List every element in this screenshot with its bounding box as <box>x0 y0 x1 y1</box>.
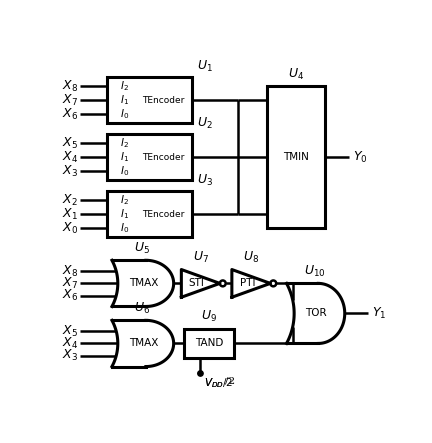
Text: $U_4$: $U_4$ <box>288 66 304 82</box>
Text: $X_3$: $X_3$ <box>62 348 78 363</box>
Text: TOR: TOR <box>305 308 327 319</box>
Text: $U_6$: $U_6$ <box>134 301 150 316</box>
Text: $X_4$: $X_4$ <box>62 150 78 165</box>
Text: $U_8$: $U_8$ <box>243 250 259 265</box>
Text: TMAX: TMAX <box>129 338 158 349</box>
Text: $X_0$: $X_0$ <box>62 221 78 236</box>
Text: $X_3$: $X_3$ <box>62 163 78 179</box>
Text: $I_0$: $I_0$ <box>120 221 129 235</box>
Text: $X_6$: $X_6$ <box>62 288 78 303</box>
Text: STI: STI <box>189 278 205 288</box>
Text: $V_{DD}/2$: $V_{DD}/2$ <box>204 377 234 390</box>
Text: TEncoder: TEncoder <box>142 152 184 162</box>
Text: PTI: PTI <box>239 278 255 288</box>
Text: $X_7$: $X_7$ <box>62 276 78 291</box>
Text: $X_8$: $X_8$ <box>62 264 78 279</box>
Text: /2: /2 <box>225 377 235 385</box>
Text: $I_0$: $I_0$ <box>120 164 129 178</box>
Text: $I_2$: $I_2$ <box>120 79 129 93</box>
Bar <box>108 191 192 237</box>
Text: $I_2$: $I_2$ <box>120 193 129 207</box>
Text: $I_0$: $I_0$ <box>120 107 129 121</box>
Text: TEncoder: TEncoder <box>142 210 184 218</box>
Bar <box>184 329 235 358</box>
Text: TEncoder: TEncoder <box>142 96 184 105</box>
Text: $U_9$: $U_9$ <box>201 309 217 324</box>
Text: $X_4$: $X_4$ <box>62 336 78 351</box>
Text: $X_7$: $X_7$ <box>62 93 78 108</box>
Bar <box>267 86 324 228</box>
Circle shape <box>198 371 203 376</box>
Text: $I_1$: $I_1$ <box>120 207 129 221</box>
Text: $I_2$: $I_2$ <box>120 136 129 150</box>
Text: TMAX: TMAX <box>129 278 158 288</box>
Text: TAND: TAND <box>195 338 224 349</box>
Text: $X_1$: $X_1$ <box>62 206 78 222</box>
Text: $Y_1$: $Y_1$ <box>372 306 386 321</box>
Text: $U_3$: $U_3$ <box>197 173 213 188</box>
Bar <box>108 134 192 180</box>
Text: $X_5$: $X_5$ <box>62 136 78 151</box>
Text: TMIN: TMIN <box>283 152 308 162</box>
Text: $V_{DD}$: $V_{DD}$ <box>204 377 224 390</box>
Text: $Y_0$: $Y_0$ <box>353 150 368 165</box>
Text: $I_1$: $I_1$ <box>120 150 129 164</box>
Text: $I_1$: $I_1$ <box>120 93 129 107</box>
Text: $U_{10}$: $U_{10}$ <box>304 264 326 279</box>
Text: $X_2$: $X_2$ <box>63 193 78 208</box>
Text: $X_8$: $X_8$ <box>62 79 78 94</box>
Text: $U_5$: $U_5$ <box>134 241 150 256</box>
Text: $X_6$: $X_6$ <box>62 106 78 121</box>
Text: $U_2$: $U_2$ <box>197 116 213 131</box>
Text: $U_7$: $U_7$ <box>193 250 209 265</box>
Text: $X_5$: $X_5$ <box>62 323 78 339</box>
Bar <box>108 77 192 123</box>
Text: $U_1$: $U_1$ <box>197 59 213 74</box>
